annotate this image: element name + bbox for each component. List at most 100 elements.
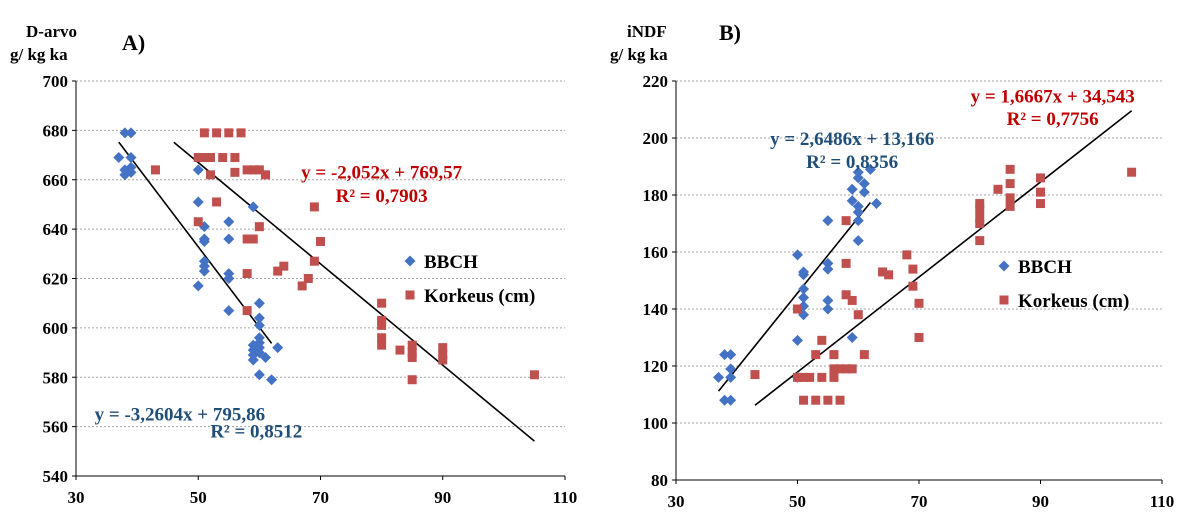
data-point-korkeus [829,372,839,382]
legend-marker-bbch [998,260,1010,272]
x-tick-label: 30 [68,488,85,507]
data-point-korkeus [218,153,228,163]
data-point-bbch [725,371,737,383]
data-point-korkeus [993,184,1003,194]
data-point-korkeus [841,258,851,268]
data-point-korkeus [377,320,387,330]
data-point-korkeus [884,270,894,280]
data-point-bbch [852,235,864,247]
data-point-korkeus [841,364,851,374]
data-point-korkeus [438,350,448,360]
data-point-korkeus [248,165,258,175]
data-point-korkeus [805,372,815,382]
y-tick-label: 620 [43,270,69,289]
data-point-korkeus [750,370,760,380]
data-point-bbch [725,394,737,406]
data-point-bbch [253,297,265,309]
data-point-bbch [266,374,278,386]
legend-label: BBCH [424,252,478,273]
y-tick-label: 560 [43,418,69,437]
x-tick-label: 70 [911,492,928,511]
data-point-bbch [125,127,137,139]
data-point-korkeus [811,395,821,405]
data-point-bbch [798,269,810,281]
chart-a: D-arvo g/ kg ka A) 540 560 580 600 620 640 660… [10,22,577,507]
x-tick-label: 50 [190,488,207,507]
panel-label-a: A) [122,30,145,55]
legend-marker-korkeus [999,295,1009,305]
data-point-bbch [852,200,864,212]
data-point-korkeus [1005,201,1015,211]
data-point-korkeus [316,236,325,246]
x-tick-label: 110 [1150,492,1175,511]
trendline-equation: R² = 0,7756 [1007,109,1099,130]
data-point-korkeus [273,266,283,276]
data-point-korkeus [242,165,252,175]
data-point-korkeus [847,364,857,374]
data-point-korkeus [199,153,209,163]
data-point-korkeus [841,216,851,226]
data-point-bbch [822,303,834,315]
data-point-korkeus [793,304,802,314]
data-point-korkeus [1036,199,1045,209]
data-point-bbch [822,294,834,306]
data-point-bbch [858,186,870,198]
data-point-bbch [198,235,210,247]
data-point-korkeus [224,128,234,138]
data-point-bbch [192,280,204,292]
y-tick-label: 640 [43,220,69,239]
ylabel-line2-a: g/ kg ka [10,45,68,64]
data-point-korkeus [975,236,985,246]
y-tick-label: 680 [43,121,69,140]
x-tick-label: 90 [1032,492,1049,511]
data-point-korkeus [205,153,215,163]
data-point-korkeus [395,345,405,355]
data-point-korkeus [859,350,869,360]
data-point-bbch [119,127,131,139]
data-point-korkeus [878,267,888,277]
data-point-korkeus [407,375,417,385]
data-point-korkeus [242,234,252,244]
data-point-korkeus [1127,167,1137,177]
y-tick-label: 220 [643,72,669,91]
x-tick-label: 90 [434,488,451,507]
data-point-korkeus [1036,187,1045,197]
data-point-korkeus [1005,179,1015,189]
y-tick-label: 120 [643,357,669,376]
data-point-bbch [253,319,265,331]
y-tick-label: 140 [643,300,669,319]
data-point-bbch [798,283,810,295]
data-point-korkeus [407,348,417,358]
data-point-korkeus [212,197,222,207]
data-point-bbch [253,369,265,381]
data-point-korkeus [309,256,319,266]
data-point-bbch [719,349,731,361]
data-point-bbch [125,152,137,164]
data-point-korkeus [407,353,417,362]
data-point-bbch [846,332,858,343]
data-point-korkeus [236,128,246,138]
data-point-bbch [852,166,864,178]
y-tick-label: 180 [643,186,669,205]
data-point-korkeus [975,213,985,223]
data-point-korkeus [377,340,387,350]
data-point-korkeus [303,274,313,283]
trendline-equation: y = 2,6486x + 13,166 [770,129,934,150]
data-point-korkeus [199,128,209,138]
y-tick-label: 80 [651,471,668,490]
data-point-korkeus [297,281,307,291]
data-point-bbch [192,196,204,208]
data-point-bbch [858,178,870,190]
data-point-korkeus [817,335,827,345]
data-point-korkeus [975,204,985,214]
data-point-korkeus [438,343,448,353]
data-point-bbch [198,265,210,277]
data-point-bbch [846,195,858,207]
y-tick-label: 200 [643,129,669,148]
data-point-korkeus [254,222,264,232]
data-point-korkeus [230,167,240,177]
data-point-bbch [223,305,235,317]
data-point-korkeus [908,264,918,274]
trendline [717,201,872,392]
